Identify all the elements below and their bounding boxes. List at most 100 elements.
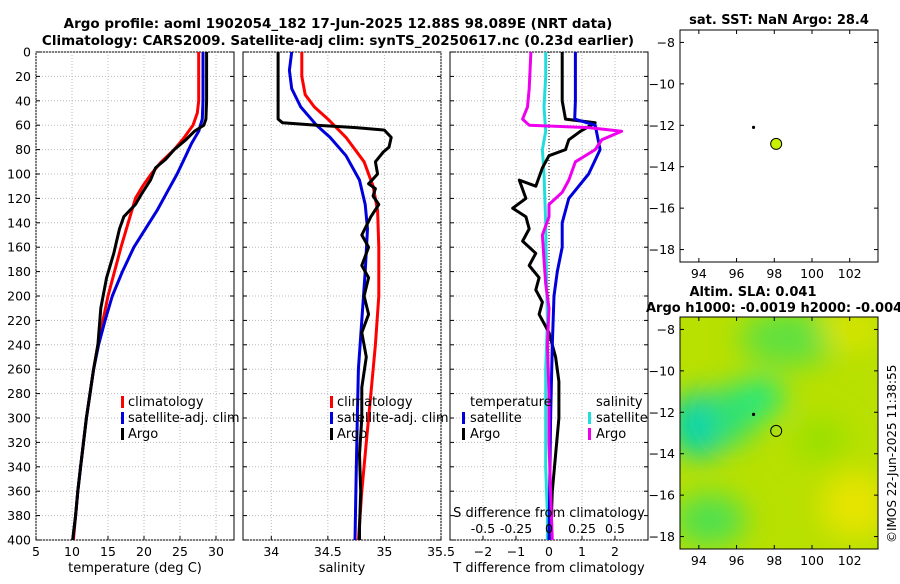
x-tick-label: 100 xyxy=(800,553,824,568)
s-diff-tick-label: -0.5 xyxy=(471,521,495,536)
legend-argo: Argo xyxy=(128,427,158,442)
y-tick-label: 300 xyxy=(7,411,31,426)
legend-swatch-t-satellite xyxy=(462,412,465,424)
y-tick-label: −12 xyxy=(649,118,675,133)
x-tick-label: 102 xyxy=(838,553,862,568)
series-line-argo xyxy=(276,52,393,540)
x-tick-label: 15 xyxy=(100,544,116,559)
previous-position-marker xyxy=(751,125,756,129)
figure-title-line2: Climatology: CARS2009. Satellite-adj cli… xyxy=(42,33,634,49)
legend-s-argo: Argo xyxy=(596,427,626,442)
legend-swatch-s-argo xyxy=(588,428,591,440)
imos-watermark: ©IMOS 22-Jun-2025 11:38:55 xyxy=(885,365,899,543)
x-tick-label: 0 xyxy=(545,544,553,559)
y-tick-label: 340 xyxy=(7,459,31,474)
figure-title-line1: Argo profile: aoml 1902054_182 17-Jun-20… xyxy=(64,16,613,32)
y-tick-label: −10 xyxy=(649,363,675,378)
y-tick-label: 20 xyxy=(15,69,31,84)
legend-temperature-title: temperature xyxy=(470,395,552,410)
sla-map-title: Altim. SLA: 0.041 xyxy=(690,285,817,300)
x-tick-label: 30 xyxy=(208,544,224,559)
t-difference-xlabel: T difference from climatology xyxy=(452,561,645,576)
y-tick-label: −18 xyxy=(649,529,675,544)
s-difference-label: S difference from climatology xyxy=(453,506,645,521)
x-tick-label: 94 xyxy=(691,266,707,281)
y-tick-label: 400 xyxy=(7,533,31,548)
y-tick-label: −12 xyxy=(649,405,675,420)
legend-satellite: satellite-adj. clim xyxy=(337,411,449,426)
argo-position-marker xyxy=(770,137,783,150)
x-tick-label: 94 xyxy=(691,553,707,568)
legend-swatch-t-argo xyxy=(462,428,465,440)
s-diff-tick-label: 0.25 xyxy=(568,521,596,536)
legend-argo: Argo xyxy=(337,427,367,442)
x-tick-label: 20 xyxy=(136,544,152,559)
y-tick-label: 280 xyxy=(7,386,31,401)
y-tick-label: 100 xyxy=(7,167,31,182)
legend-swatch-s-satellite xyxy=(588,412,591,424)
y-tick-label: −16 xyxy=(649,201,675,216)
x-tick-label: 35.5 xyxy=(427,544,455,559)
y-tick-label: −14 xyxy=(649,446,675,461)
temperature-xlabel: temperature (deg C) xyxy=(68,561,202,576)
legend-swatch-satellite xyxy=(121,412,124,424)
x-tick-label: 1 xyxy=(578,544,586,559)
y-tick-label: 60 xyxy=(15,118,31,133)
x-tick-label: 100 xyxy=(800,266,824,281)
y-tick-label: 40 xyxy=(15,93,31,108)
sst-map-panel: −8 −10 −12 −14 −16 −18 94 96 98 100 102 sat. SST: … xyxy=(649,13,879,281)
s-diff-tick-label: 0 xyxy=(545,521,553,536)
salinity-panel: 34 34.5 35 35.5 salinity climatology satell… xyxy=(242,51,455,576)
x-tick-label: −2 xyxy=(474,544,492,559)
legend-swatch-argo xyxy=(121,428,124,440)
argo-position-marker xyxy=(770,424,783,437)
s-diff-tick-label: -0.25 xyxy=(500,521,532,536)
y-tick-label: 120 xyxy=(7,191,31,206)
y-tick-label: −8 xyxy=(657,35,675,50)
x-tick-label: 34.5 xyxy=(314,544,342,559)
y-tick-label: −10 xyxy=(649,76,675,91)
y-tick-label: −16 xyxy=(649,488,675,503)
y-tick-label: 160 xyxy=(7,240,31,255)
y-tick-label: 180 xyxy=(7,264,31,279)
legend-swatch-argo xyxy=(330,428,333,440)
series-line-argo xyxy=(71,52,209,541)
series-line-t-argo xyxy=(511,52,597,541)
legend-s-satellite: satellite xyxy=(596,411,648,426)
y-tick-label: 220 xyxy=(7,313,31,328)
x-tick-label: 98 xyxy=(766,266,782,281)
y-tick-label: 380 xyxy=(7,508,31,523)
sla-map-panel: −8 −10 −12 −14 −16 −18 94 96 98 100 102 Altim. SLA… xyxy=(646,285,900,568)
legend-swatch-climatology xyxy=(121,396,124,408)
y-tick-label: −8 xyxy=(657,322,675,337)
previous-position-marker xyxy=(751,412,756,416)
legend-salinity-title: salinity xyxy=(596,395,643,410)
salinity-xlabel: salinity xyxy=(319,561,366,576)
series-line-t-satellite xyxy=(540,52,549,540)
x-tick-label: 96 xyxy=(729,553,745,568)
series-line-s-satellite xyxy=(547,52,602,541)
x-tick-label: 96 xyxy=(729,266,745,281)
x-tick-label: 5 xyxy=(32,544,40,559)
legend-t-argo: Argo xyxy=(470,427,500,442)
y-tick-label: 260 xyxy=(7,362,31,377)
difference-panel: −2 −1 0 1 2 T difference from climatology S … xyxy=(449,51,649,576)
y-tick-label: 320 xyxy=(7,435,31,450)
salinity-legend: climatology satellite-adj. clim Argo xyxy=(330,395,449,442)
y-tick-label: 80 xyxy=(15,142,31,157)
legend-satellite: satellite-adj. clim xyxy=(128,411,240,426)
temperature-panel: 0 20 40 60 80 100 120 140 160 180 200 220 240 260 280 3… xyxy=(7,45,239,577)
s-diff-tick-label: 0.5 xyxy=(605,521,625,536)
x-tick-label: 102 xyxy=(838,266,862,281)
y-tick-label: 240 xyxy=(7,337,31,352)
x-tick-label: −1 xyxy=(507,544,525,559)
difference-legend: temperature satellite Argo salinity sate… xyxy=(462,395,648,442)
x-tick-label: 10 xyxy=(64,544,80,559)
temperature-legend: climatology satellite-adj. clim Argo xyxy=(121,395,240,442)
y-tick-label: 360 xyxy=(7,484,31,499)
y-tick-label: 200 xyxy=(7,289,31,304)
y-tick-label: −14 xyxy=(649,159,675,174)
s-difference-ticks: -0.5 -0.25 0 0.25 0.5 xyxy=(471,521,625,536)
x-tick-label: 25 xyxy=(172,544,188,559)
